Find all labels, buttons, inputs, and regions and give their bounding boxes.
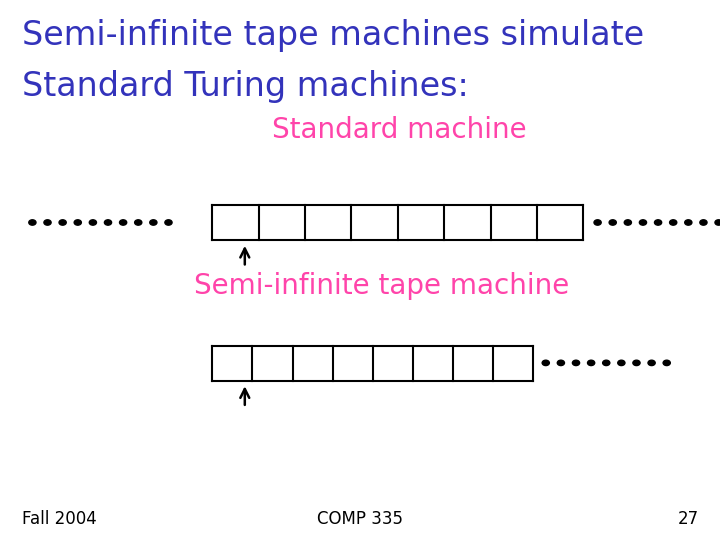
Text: Semi-infinite tape machine: Semi-infinite tape machine xyxy=(194,272,570,300)
Text: COMP 335: COMP 335 xyxy=(317,510,403,528)
Circle shape xyxy=(29,220,36,225)
Circle shape xyxy=(572,360,580,366)
Circle shape xyxy=(603,360,610,366)
Circle shape xyxy=(633,360,640,366)
Circle shape xyxy=(639,220,647,225)
Text: 27: 27 xyxy=(678,510,698,528)
Circle shape xyxy=(44,220,51,225)
Circle shape xyxy=(89,220,96,225)
Circle shape xyxy=(557,360,564,366)
Text: Standard machine: Standard machine xyxy=(272,116,527,144)
Circle shape xyxy=(618,360,625,366)
Circle shape xyxy=(594,220,601,225)
Circle shape xyxy=(165,220,172,225)
Circle shape xyxy=(715,220,720,225)
Circle shape xyxy=(104,220,112,225)
Circle shape xyxy=(120,220,127,225)
Text: Fall 2004: Fall 2004 xyxy=(22,510,96,528)
Text: Semi-infinite tape machines simulate: Semi-infinite tape machines simulate xyxy=(22,19,644,52)
Text: Standard Turing machines:: Standard Turing machines: xyxy=(22,70,468,103)
Circle shape xyxy=(150,220,157,225)
Circle shape xyxy=(685,220,692,225)
Circle shape xyxy=(654,220,662,225)
Circle shape xyxy=(74,220,81,225)
Circle shape xyxy=(542,360,549,366)
Circle shape xyxy=(663,360,670,366)
Circle shape xyxy=(135,220,142,225)
Circle shape xyxy=(700,220,707,225)
Circle shape xyxy=(59,220,66,225)
Circle shape xyxy=(648,360,655,366)
Circle shape xyxy=(624,220,631,225)
Circle shape xyxy=(588,360,595,366)
Circle shape xyxy=(670,220,677,225)
Circle shape xyxy=(609,220,616,225)
